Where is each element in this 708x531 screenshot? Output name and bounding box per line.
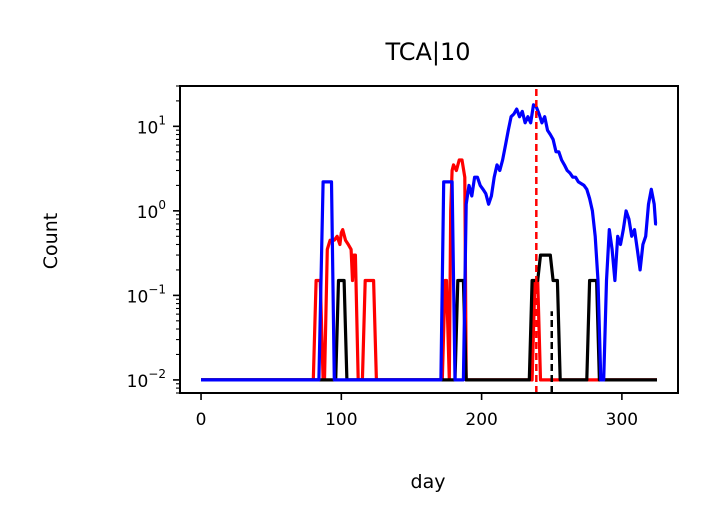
plot-frame <box>179 85 679 394</box>
x-tick-label: 200 <box>465 410 497 430</box>
x-axis-ticks: 0 100 200 300 <box>196 393 638 430</box>
y-tick-label: 10−2 <box>127 367 166 392</box>
x-axis-label: day <box>411 471 446 493</box>
y-tick-label: 100 <box>137 198 166 223</box>
series-line-2 <box>201 103 658 382</box>
chart-title: TCA|10 <box>384 38 470 66</box>
y-axis-label: Count <box>40 213 62 269</box>
y-axis-ticks: 10−2 10−1 100 101 <box>127 85 180 394</box>
series-line-1 <box>201 253 657 382</box>
plot-content <box>201 86 658 393</box>
x-tick-label: 0 <box>196 410 207 430</box>
y-tick-label: 10−1 <box>127 282 166 307</box>
x-tick-label: 100 <box>325 410 357 430</box>
x-tick-label: 300 <box>606 410 638 430</box>
y-tick-label: 101 <box>137 113 166 138</box>
